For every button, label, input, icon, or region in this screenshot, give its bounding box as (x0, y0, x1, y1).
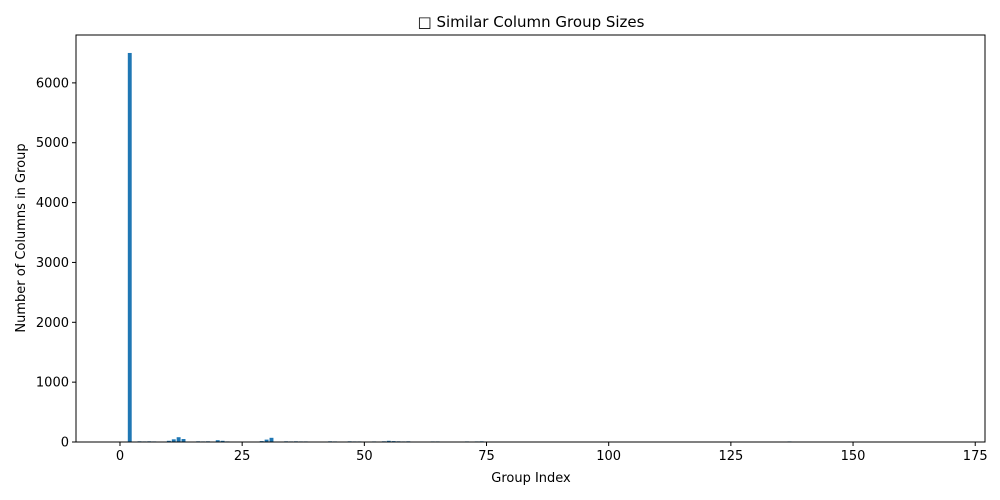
bar (176, 437, 181, 442)
bar (220, 440, 225, 442)
x-tick-label: 0 (116, 449, 124, 464)
x-tick-label: 100 (596, 449, 621, 464)
bar (127, 52, 132, 443)
x-axis-ticks: 0 25 50 75 100 125 150 175 (116, 442, 988, 464)
bar (166, 440, 171, 442)
bar (386, 440, 391, 442)
x-tick-label: 125 (718, 449, 743, 464)
y-axis-ticks: 0 1000 2000 3000 4000 5000 6000 (36, 76, 76, 451)
x-tick-label: 75 (478, 449, 495, 464)
x-tick-label: 175 (963, 449, 988, 464)
bar (264, 439, 269, 442)
x-tick-label: 25 (234, 449, 251, 464)
y-tick-label: 2000 (36, 316, 69, 331)
bar (181, 439, 186, 442)
bar (171, 439, 176, 442)
bar (215, 440, 220, 442)
x-tick-label: 150 (841, 449, 866, 464)
x-tick-label: 50 (356, 449, 373, 464)
x-axis-label: Group Index (491, 471, 571, 486)
y-tick-label: 1000 (36, 376, 69, 391)
bar (269, 437, 274, 442)
y-tick-label: 6000 (36, 76, 69, 91)
plot-frame (75, 34, 986, 443)
y-tick-label: 3000 (36, 256, 69, 271)
chart-title: □ Similar Column Group Sizes (418, 13, 645, 31)
y-tick-label: 0 (61, 436, 69, 451)
y-axis-label: Number of Columns in Group (14, 143, 29, 332)
y-tick-label: 4000 (36, 196, 69, 211)
y-tick-label: 5000 (36, 136, 69, 151)
